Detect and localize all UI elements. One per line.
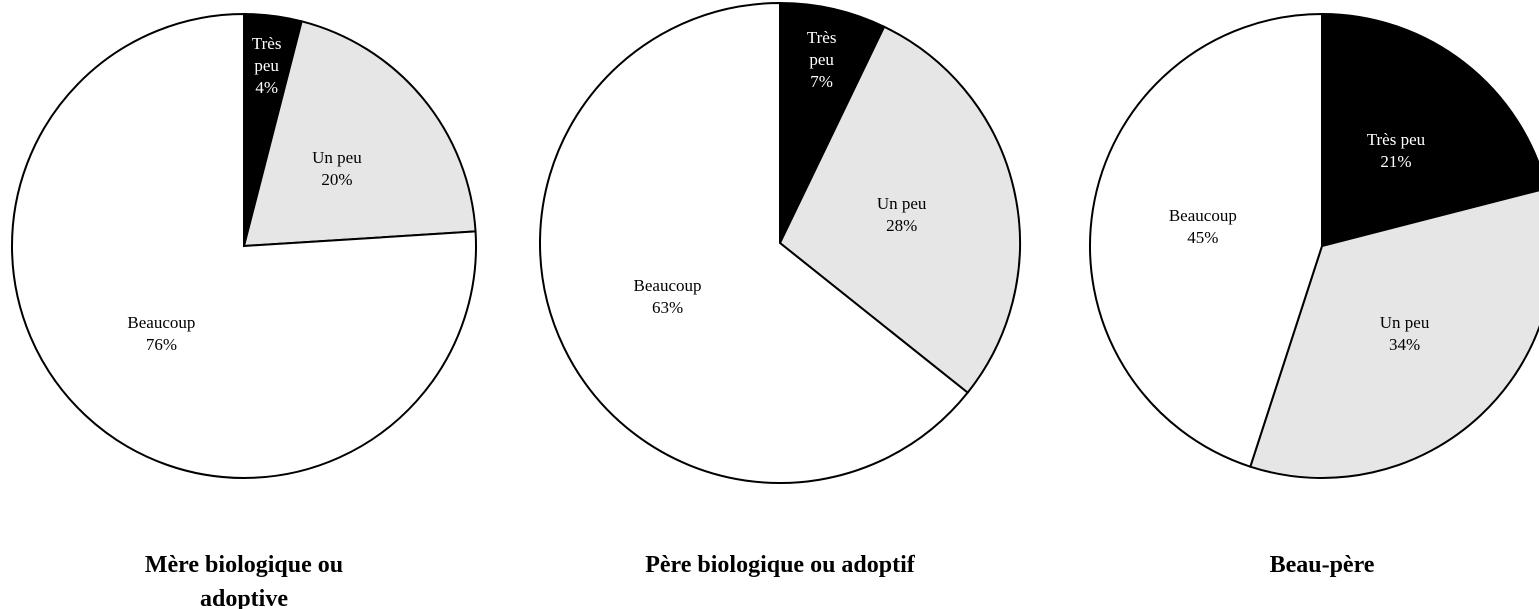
chart-title: Beau-père — [1269, 552, 1375, 578]
slice-category: Beaucoup — [633, 276, 702, 296]
slice-label: Très peu 7% — [800, 27, 844, 93]
slice-category: Beaucoup — [1168, 206, 1237, 226]
slice-label: Beaucoup 76% — [101, 312, 221, 356]
pie-slice — [779, 1, 886, 244]
slice-label: Beaucoup 45% — [1143, 205, 1263, 249]
slice-label: Un peu 28% — [842, 193, 962, 237]
slice-value: 28% — [886, 216, 918, 236]
pie-slice — [539, 1, 970, 484]
chart-title: Père biologique ou adoptif — [645, 552, 915, 578]
slice-category: Très peu — [1366, 129, 1426, 149]
slice-label: Très peu 4% — [245, 33, 289, 99]
pie-slice — [1249, 189, 1539, 479]
slice-value: 63% — [651, 298, 684, 318]
slice-label: Très peu 21% — [1336, 129, 1456, 173]
slice-category: Un peu — [876, 194, 927, 214]
chart-title: Mère biologique ou adoptive — [144, 552, 344, 609]
slice-category: Un peu — [312, 148, 362, 168]
slice-value: 76% — [145, 334, 177, 354]
slice-label: Un peu 20% — [277, 147, 397, 191]
pie-slice — [1089, 12, 1323, 468]
pie-slice — [11, 12, 477, 479]
slice-category: Très peu — [251, 34, 282, 76]
slice-value: 45% — [1187, 228, 1219, 248]
pie-slice — [778, 25, 1021, 395]
slice-category: Un peu — [1379, 312, 1430, 332]
slice-value: 4% — [255, 78, 278, 98]
slice-category: Très peu — [806, 28, 837, 70]
slice-value: 20% — [321, 170, 353, 190]
slice-category: Beaucoup — [127, 312, 196, 332]
slice-value: 34% — [1388, 334, 1421, 354]
slice-value: 21% — [1380, 151, 1412, 171]
slice-label: Un peu 34% — [1345, 312, 1465, 356]
pie-slice — [1321, 12, 1539, 248]
pie-slice — [242, 20, 477, 248]
slice-label: Beaucoup 63% — [608, 275, 728, 319]
slice-value: 7% — [810, 72, 833, 92]
